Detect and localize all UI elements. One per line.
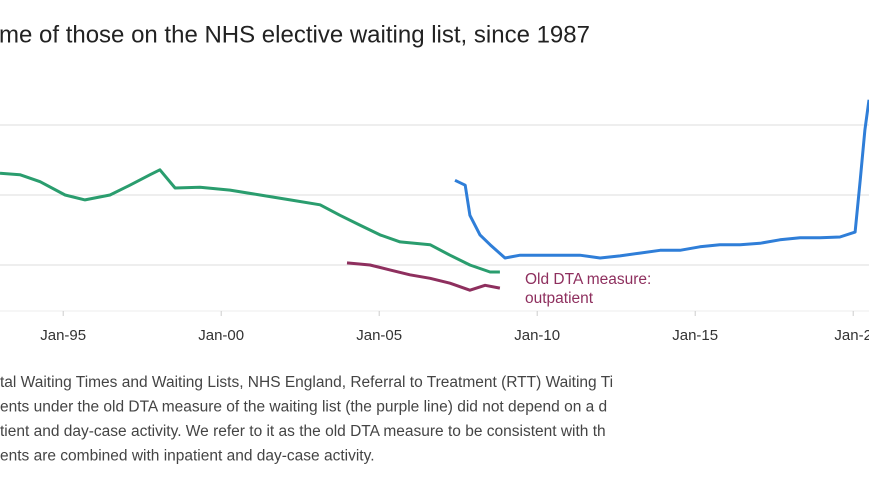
series-line bbox=[346, 261, 501, 292]
footnote: ents under the old DTA measure of the wa… bbox=[0, 399, 607, 416]
x-tick-label: Jan-2 bbox=[834, 327, 869, 344]
footnote: tient and day-case activity. We refer to… bbox=[0, 423, 606, 440]
annotation: outpatient bbox=[525, 290, 594, 307]
footnote: ents are combined with inpatient and day… bbox=[0, 448, 375, 465]
footnote: tal Waiting Times and Waiting Lists, NHS… bbox=[0, 374, 613, 391]
series-line bbox=[0, 168, 500, 274]
series-line bbox=[454, 99, 869, 260]
x-tick-label: Jan-95 bbox=[40, 327, 86, 344]
annotation: Old DTA measure: bbox=[525, 271, 651, 288]
x-tick-label: Jan-10 bbox=[514, 327, 560, 344]
chart-title: me of those on the NHS elective waiting … bbox=[0, 21, 590, 48]
x-tick-label: Jan-00 bbox=[198, 327, 244, 344]
x-tick-label: Jan-05 bbox=[356, 327, 402, 344]
x-tick-label: Jan-15 bbox=[672, 327, 718, 344]
